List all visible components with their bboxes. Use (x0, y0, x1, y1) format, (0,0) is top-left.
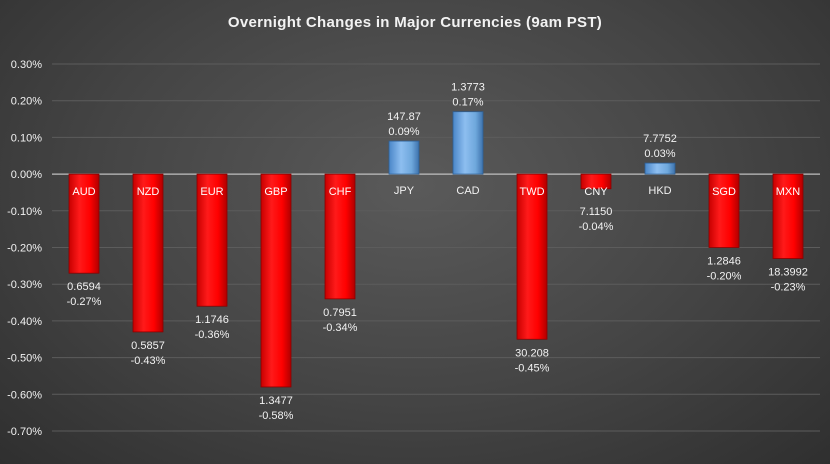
rate-label: 30.208 (515, 347, 549, 359)
percent-label: -0.27% (67, 296, 102, 308)
y-tick-label: -0.50% (7, 353, 42, 365)
y-tick-label: 0.20% (11, 96, 42, 108)
rate-label: 1.3477 (259, 395, 293, 407)
y-tick-label: -0.20% (7, 243, 42, 255)
category-label: TWD (519, 186, 544, 198)
percent-label: 0.17% (452, 97, 483, 109)
rate-label: 0.5857 (131, 340, 165, 352)
percent-label: 0.03% (644, 148, 675, 160)
y-tick-label: 0.30% (11, 59, 42, 71)
y-tick-label: -0.10% (7, 206, 42, 218)
rate-label: 147.87 (387, 111, 421, 123)
category-label: EUR (200, 186, 223, 198)
rate-label: 1.1746 (195, 314, 229, 326)
gridlines (52, 63, 820, 432)
bar-mxn (772, 173, 804, 259)
category-label: NZD (137, 186, 160, 198)
category-label: HKD (648, 185, 671, 197)
rate-label: 7.7752 (643, 133, 677, 145)
percent-label: -0.04% (579, 221, 614, 233)
bar-twd (516, 173, 548, 340)
category-label: CNY (584, 186, 608, 198)
rate-label: 7.1150 (580, 206, 613, 218)
category-label: CHF (329, 186, 352, 198)
bar-hkd (644, 162, 676, 175)
category-label: GBP (264, 186, 287, 198)
data-labels: AUD 0.6594 -0.27% NZD 0.5857 -0.43% EUR 1.1746 -… (67, 82, 808, 422)
category-label: SGD (712, 186, 736, 198)
y-tick-label: -0.40% (7, 316, 42, 328)
bars (68, 111, 804, 388)
chart-title: Overnight Changes in Major Currencies (9… (227, 14, 603, 31)
rate-label: 0.7951 (323, 307, 357, 319)
rate-label: 1.2846 (707, 256, 741, 268)
percent-label: -0.58% (259, 410, 294, 422)
y-tick-label: 0.00% (11, 169, 42, 181)
category-label: MXN (776, 186, 801, 198)
bar-eur (196, 173, 228, 307)
y-tick-label: 0.10% (11, 132, 42, 144)
percent-label: 0.09% (388, 126, 419, 138)
category-label: AUD (72, 186, 95, 198)
bar-jpy (388, 140, 420, 175)
percent-label: -0.45% (515, 362, 550, 374)
y-tick-label: -0.60% (7, 389, 42, 401)
bar-sgd (708, 173, 740, 248)
y-axis-ticks: 0.30% 0.20% 0.10% 0.00% -0.10% -0.20% -0.30% -0… (7, 59, 42, 438)
bar-gbp (260, 173, 292, 388)
y-tick-label: -0.30% (7, 279, 42, 291)
percent-label: -0.20% (707, 271, 742, 283)
bar-nzd (132, 173, 164, 333)
bar-chf (324, 173, 356, 300)
rate-label: 0.6594 (67, 281, 101, 293)
bar-cny (580, 173, 612, 190)
rate-label: 18.3992 (768, 267, 808, 279)
rate-label: 1.3773 (451, 82, 485, 94)
category-label: CAD (456, 185, 479, 197)
bar-cad (452, 111, 484, 175)
bar-aud (68, 173, 100, 274)
percent-label: -0.43% (131, 355, 166, 367)
percent-label: -0.23% (771, 282, 806, 294)
percent-label: -0.34% (323, 322, 358, 334)
category-label: JPY (394, 185, 415, 197)
y-tick-label: -0.70% (7, 426, 42, 438)
percent-label: -0.36% (195, 329, 230, 341)
